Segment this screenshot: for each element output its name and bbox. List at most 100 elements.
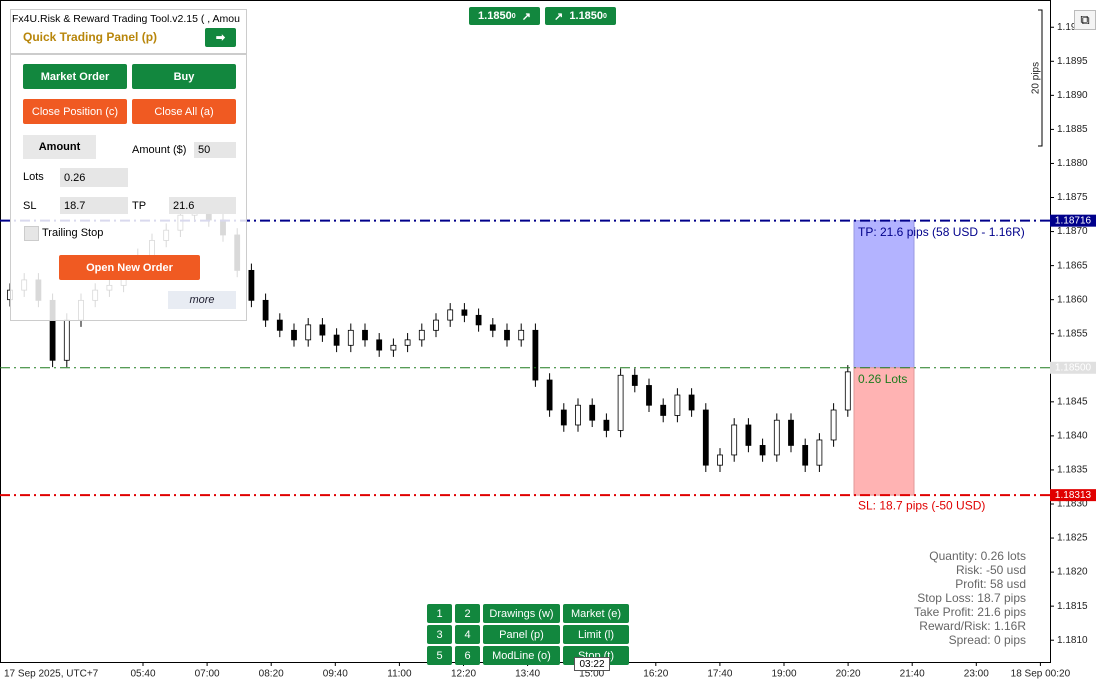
candle-body <box>504 329 510 341</box>
level-label: 1.18716 <box>1055 215 1092 226</box>
range-bracket <box>1038 9 1043 147</box>
sl-input[interactable]: 18.7 <box>60 197 128 214</box>
reward-zone <box>853 220 915 369</box>
y-tick-label: 1.1900 <box>1057 22 1088 33</box>
y-tick-label: 1.1810 <box>1057 635 1088 646</box>
x-tick-label: 07:00 <box>195 669 220 680</box>
toolbar-button[interactable]: 6 <box>455 646 480 665</box>
trailing-label: Trailing Stop <box>42 227 104 239</box>
y-tick-label: 1.1820 <box>1057 567 1088 578</box>
buy-button[interactable]: Buy <box>132 64 236 89</box>
toggle-button[interactable]: ➡ <box>205 28 236 47</box>
candle-body <box>248 269 255 301</box>
toolbar-button[interactable]: ModLine (o) <box>483 646 560 665</box>
toolbar-button[interactable]: 4 <box>455 625 480 644</box>
candle-body <box>376 339 383 351</box>
candle-body <box>319 324 326 336</box>
market-order-button[interactable]: Market Order <box>23 64 127 89</box>
candle-body <box>773 419 780 456</box>
candle-body <box>489 324 496 331</box>
level-label-bg <box>1050 361 1096 374</box>
trailing-checkbox[interactable] <box>24 226 39 241</box>
info-line: Stop Loss: 18.7 pips <box>917 591 1026 605</box>
lots-label: Lots <box>23 171 44 183</box>
candle-body <box>333 334 340 346</box>
info-line: Quantity: 0.26 lots <box>929 549 1026 563</box>
sl-text: SL: 18.7 pips (-50 USD) <box>858 498 985 512</box>
candle-body <box>617 374 624 431</box>
open-order-button[interactable]: Open New Order <box>59 255 200 280</box>
x-tick-label: 11:00 <box>387 669 412 680</box>
candle-body <box>674 394 681 416</box>
amount-button[interactable]: Amount <box>23 135 96 159</box>
candle-body <box>759 445 766 456</box>
y-tick-label: 1.1895 <box>1057 56 1088 67</box>
close-position-button[interactable]: Close Position (c) <box>23 99 127 124</box>
y-tick-label: 1.1845 <box>1057 396 1088 407</box>
candle-body <box>518 329 525 341</box>
amount-input[interactable]: 50 <box>194 142 236 158</box>
y-tick-label: 1.1890 <box>1057 90 1088 101</box>
toolbar-button[interactable]: 5 <box>427 646 452 665</box>
y-tick-label: 1.1830 <box>1057 499 1088 510</box>
candle-body <box>575 404 581 426</box>
x-tick-label: 18 Sep 00:20 <box>1011 669 1071 680</box>
more-button[interactable]: more <box>168 291 236 309</box>
toolbar-button[interactable]: 2 <box>455 604 480 623</box>
x-tick-label: 17 Sep 2025, UTC+7 <box>4 669 99 680</box>
bid-button[interactable]: 1.1850 0 ↗ <box>469 7 540 25</box>
toolbar-button[interactable]: Market (e) <box>563 604 629 623</box>
candle-body <box>532 329 539 381</box>
range-label: 20 pips <box>1031 62 1042 94</box>
price-digit: 0 <box>603 12 607 20</box>
separator <box>11 53 246 55</box>
close-all-button[interactable]: Close All (a) <box>132 99 236 124</box>
level-label-bg <box>1050 489 1096 502</box>
candle-body <box>291 329 297 341</box>
tp-input[interactable]: 21.6 <box>169 197 236 214</box>
ask-button[interactable]: ↗ 1.1850 0 <box>545 7 616 25</box>
candle-body <box>262 299 269 321</box>
candle-body <box>475 314 482 326</box>
tp-label: TP <box>132 200 147 212</box>
x-tick-label: 08:20 <box>259 669 284 680</box>
toolbar-button[interactable]: 1 <box>427 604 452 623</box>
x-tick-label: 09:40 <box>323 669 348 680</box>
info-line: Take Profit: 21.6 pips <box>913 605 1026 619</box>
candle-body <box>731 424 738 456</box>
toolbar-button[interactable]: Panel (p) <box>483 625 560 644</box>
candle-body <box>589 404 596 421</box>
lots-input[interactable]: 0.26 <box>60 168 128 187</box>
price: 1.1850 <box>569 10 604 22</box>
candle-body <box>830 409 837 441</box>
candle-body <box>717 454 723 466</box>
toolbar-button[interactable]: 3 <box>427 625 452 644</box>
popout-icon[interactable]: ⧉ <box>1074 10 1096 30</box>
price: 1.1850 <box>478 10 512 22</box>
candle-body <box>660 404 667 416</box>
y-tick-label: 1.1840 <box>1057 431 1088 442</box>
sl-label: SL <box>23 200 37 212</box>
candle-body <box>688 394 695 411</box>
candle-body <box>702 409 709 466</box>
candle-body <box>447 309 454 321</box>
candle-body <box>418 329 425 341</box>
amount-label: Amount ($) <box>132 144 187 156</box>
candle-body <box>63 319 70 361</box>
candle-body <box>560 409 567 426</box>
candle-body <box>844 371 851 411</box>
trading-panel: Fx4U.Risk & Reward Trading Tool.v2.15 ( … <box>10 9 247 321</box>
candle-body <box>745 424 752 446</box>
time-marker: 03:22 <box>574 657 610 671</box>
candle-body <box>461 309 468 316</box>
toolbar-button[interactable]: Limit (l) <box>563 625 629 644</box>
x-tick-label: 13:40 <box>515 669 540 680</box>
y-tick-label: 1.1880 <box>1057 158 1088 169</box>
candle-body <box>362 329 368 341</box>
price-digit: 0 <box>511 12 516 20</box>
x-tick-label: 05:40 <box>130 669 155 680</box>
candle-body <box>390 344 397 351</box>
toolbar-button[interactable]: Drawings (w) <box>483 604 560 623</box>
